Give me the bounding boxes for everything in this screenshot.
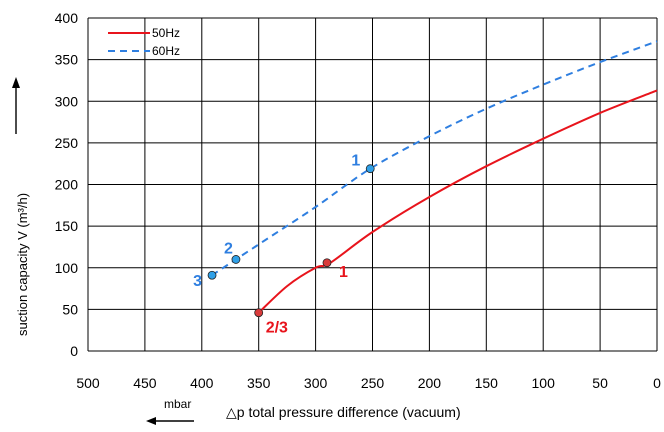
series-lines	[211, 40, 658, 314]
x-tick-label: 50	[592, 375, 608, 391]
x-tick-label: 0	[653, 375, 661, 391]
x-axis-title: mbar △p total pressure difference (vacuu…	[146, 397, 461, 425]
y-tick-label: 0	[70, 343, 78, 359]
x-tick-label: 500	[76, 375, 100, 391]
legend-label-50hz: 50Hz	[152, 26, 180, 40]
y-tick-label: 200	[55, 177, 79, 193]
y-axis-arrow-head	[12, 77, 20, 88]
point-marker	[231, 255, 241, 264]
y-axis-ticks: 0 50 100 150 200 250 300 350 400	[55, 10, 79, 359]
y-tick-label: 400	[55, 10, 79, 26]
x-axis-unit: mbar	[164, 397, 191, 411]
y-tick-label: 50	[62, 301, 78, 317]
point-label: 1	[339, 264, 348, 281]
y-axis-label: suction capacity V (m³/h)	[15, 193, 30, 336]
grid-lines	[87, 17, 658, 352]
x-tick-label: 250	[361, 375, 385, 391]
point-label: 1	[351, 153, 360, 170]
x-tick-label: 450	[133, 375, 157, 391]
y-tick-label: 250	[55, 135, 79, 151]
series-line-50hz	[258, 89, 658, 314]
legend-label-60hz: 60Hz	[152, 44, 180, 58]
point-marker	[365, 164, 375, 174]
x-axis-label: △p total pressure difference (vacuum)	[226, 404, 461, 420]
point-marker	[207, 270, 217, 280]
y-tick-label: 300	[55, 93, 79, 109]
point-marker	[322, 258, 332, 268]
x-axis-arrow-head	[146, 417, 156, 425]
point-marker	[254, 308, 264, 318]
x-tick-label: 350	[247, 375, 271, 391]
y-tick-label: 100	[55, 260, 79, 276]
legend: 50Hz 60Hz	[108, 26, 180, 58]
data-points: 1 2/3 1 2 3	[193, 153, 375, 337]
y-tick-label: 150	[55, 218, 79, 234]
x-tick-label: 300	[304, 375, 328, 391]
y-axis-title: suction capacity V (m³/h)	[12, 77, 30, 336]
y-tick-label: 350	[55, 52, 79, 68]
point-label: 3	[193, 273, 202, 290]
series-line-60hz	[211, 40, 658, 277]
x-tick-label: 150	[475, 375, 499, 391]
x-tick-label: 200	[418, 375, 442, 391]
x-tick-label: 100	[532, 375, 556, 391]
x-axis-ticks: 500 450 400 350 300 250 200 150 100 50 0	[76, 375, 661, 391]
point-label: 2/3	[266, 320, 288, 337]
x-tick-label: 400	[190, 375, 214, 391]
point-label: 2	[224, 240, 233, 257]
